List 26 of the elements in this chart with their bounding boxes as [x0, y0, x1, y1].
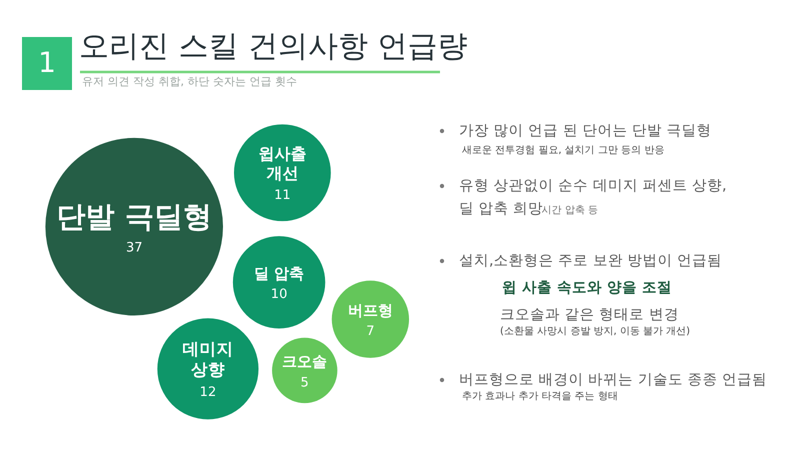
category-label: 윕사출 개선: [258, 144, 306, 183]
text: 윕 사출 속도와 양을 조절: [502, 280, 672, 296]
text: 1: [38, 46, 56, 79]
data-label: 12: [200, 385, 216, 400]
category-label: 크오솔: [282, 352, 328, 370]
category-label: 데미지 상향: [182, 339, 234, 380]
category-label: 딜 압축: [254, 264, 304, 282]
text: 오리진 스킬 건의사항 언급량: [79, 29, 468, 64]
text: 설치,소환형은 주로 보완 방법이 언급됨: [459, 253, 722, 269]
text: 크오솔과 같은 형태로 변경: [500, 307, 679, 323]
text: 유저 의견 작성 취합, 하단 숫자는 언급 횟수: [82, 75, 297, 88]
text: 버프형으로 배경이 바뀌는 기술도 종종 언급됨: [459, 372, 768, 388]
text: 추가 효과나 추가 타격을 주는 형태: [462, 391, 618, 402]
data-label: 10: [270, 287, 288, 302]
text: 가장 많이 언급 된 단어는 단발 극딜형: [459, 123, 712, 139]
data-label: 7: [366, 324, 375, 340]
data-label: 5: [300, 375, 309, 390]
text: (소환물 사망시 증발 방지, 이동 불가 개선): [500, 326, 690, 337]
data-label: 37: [126, 240, 142, 256]
text: 딜 압축 희망: [459, 201, 544, 217]
text: 시간 압축 등: [542, 205, 598, 216]
data-label: 11: [274, 188, 291, 204]
text: 유형 상관없이 순수 데미지 퍼센트 상향,: [459, 178, 727, 194]
text: 새로운 전투경험 필요, 설치기 그만 등의 반응: [462, 145, 664, 156]
category-label: 버프형: [348, 301, 393, 320]
category-label: 단발 극딜형: [56, 200, 212, 234]
